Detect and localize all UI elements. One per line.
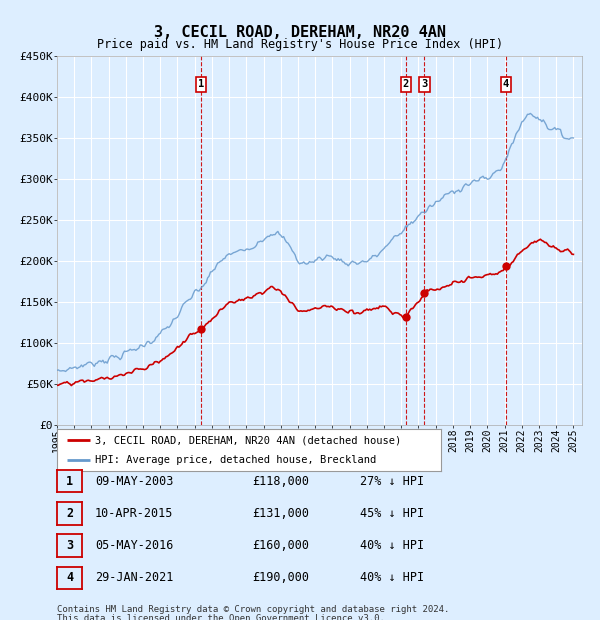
- Text: 1: 1: [66, 475, 73, 487]
- Text: 3: 3: [421, 79, 427, 89]
- Text: £160,000: £160,000: [252, 539, 309, 552]
- Text: 3, CECIL ROAD, DEREHAM, NR20 4AN (detached house): 3, CECIL ROAD, DEREHAM, NR20 4AN (detach…: [95, 435, 401, 445]
- Text: Price paid vs. HM Land Registry's House Price Index (HPI): Price paid vs. HM Land Registry's House …: [97, 38, 503, 51]
- Text: 40% ↓ HPI: 40% ↓ HPI: [360, 572, 424, 584]
- Text: £118,000: £118,000: [252, 475, 309, 487]
- Text: 3: 3: [66, 539, 73, 552]
- Text: 09-MAY-2003: 09-MAY-2003: [95, 475, 173, 487]
- Text: £131,000: £131,000: [252, 507, 309, 520]
- Text: 45% ↓ HPI: 45% ↓ HPI: [360, 507, 424, 520]
- Text: 05-MAY-2016: 05-MAY-2016: [95, 539, 173, 552]
- Text: Contains HM Land Registry data © Crown copyright and database right 2024.: Contains HM Land Registry data © Crown c…: [57, 604, 449, 614]
- Text: 2: 2: [403, 79, 409, 89]
- Text: 1: 1: [198, 79, 204, 89]
- Text: 27% ↓ HPI: 27% ↓ HPI: [360, 475, 424, 487]
- Text: 10-APR-2015: 10-APR-2015: [95, 507, 173, 520]
- Text: £190,000: £190,000: [252, 572, 309, 584]
- Text: 4: 4: [503, 79, 509, 89]
- Text: 3, CECIL ROAD, DEREHAM, NR20 4AN: 3, CECIL ROAD, DEREHAM, NR20 4AN: [154, 25, 446, 40]
- Text: 4: 4: [66, 572, 73, 584]
- Text: 29-JAN-2021: 29-JAN-2021: [95, 572, 173, 584]
- Text: 2: 2: [66, 507, 73, 520]
- Text: 40% ↓ HPI: 40% ↓ HPI: [360, 539, 424, 552]
- Text: This data is licensed under the Open Government Licence v3.0.: This data is licensed under the Open Gov…: [57, 614, 385, 620]
- Text: HPI: Average price, detached house, Breckland: HPI: Average price, detached house, Brec…: [95, 455, 377, 465]
